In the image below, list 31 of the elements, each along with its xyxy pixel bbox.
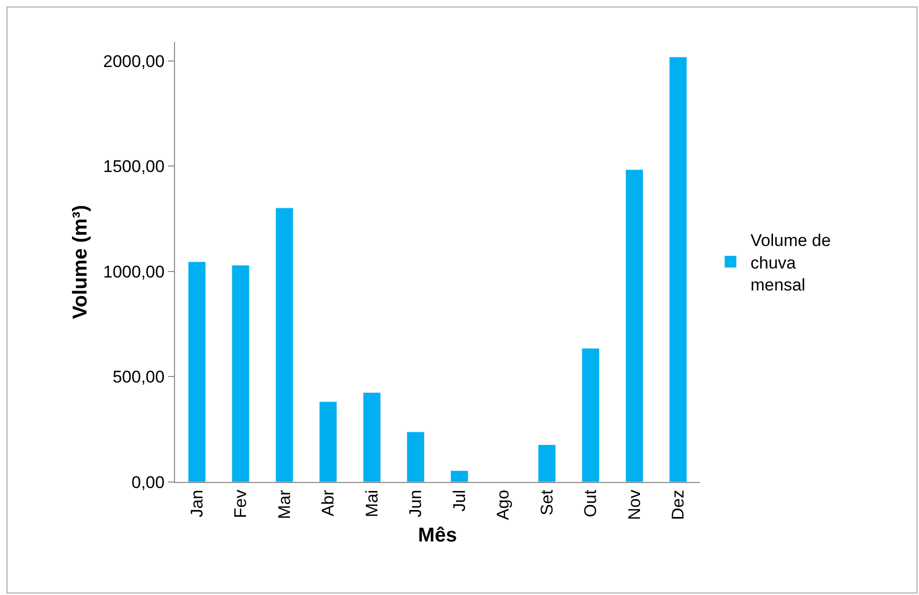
x-tick-label: Mai	[362, 490, 382, 518]
bar	[538, 444, 556, 482]
bar	[319, 401, 338, 482]
x-tick-label: Nov	[624, 489, 644, 520]
x-tick-label: Set	[537, 490, 556, 516]
x-tick-label: Mar	[274, 489, 294, 520]
y-tick-label: 0,00	[132, 472, 165, 492]
x-tick-label: Dez	[668, 490, 688, 520]
bar	[362, 392, 381, 482]
x-tick-label: Jan	[187, 490, 206, 518]
x-tick-label: Abr	[318, 489, 338, 516]
y-tick-label: 2000,00	[103, 52, 165, 71]
legend-label: Volume de chuva mensal	[750, 231, 831, 294]
bar	[669, 56, 688, 482]
bar	[275, 208, 294, 482]
bar	[188, 262, 206, 482]
y-tick-label: 500,00	[112, 368, 165, 387]
x-axis-title: Mês	[418, 524, 457, 547]
x-tick-label: Jul	[450, 490, 469, 512]
bar	[232, 264, 250, 482]
bar	[625, 169, 644, 482]
y-tick-label: 1500,00	[103, 157, 165, 176]
x-tick-label: Fev	[231, 489, 250, 518]
y-tick-label: 1000,00	[103, 262, 165, 282]
x-tick-label: Ago	[494, 490, 513, 520]
x-tick-label: Out	[581, 490, 600, 518]
bar	[582, 348, 600, 482]
bar	[450, 470, 468, 482]
bar	[406, 432, 425, 482]
x-tick-label: Jun	[406, 490, 426, 518]
y-axis-title: Volume (m³)	[70, 204, 92, 320]
